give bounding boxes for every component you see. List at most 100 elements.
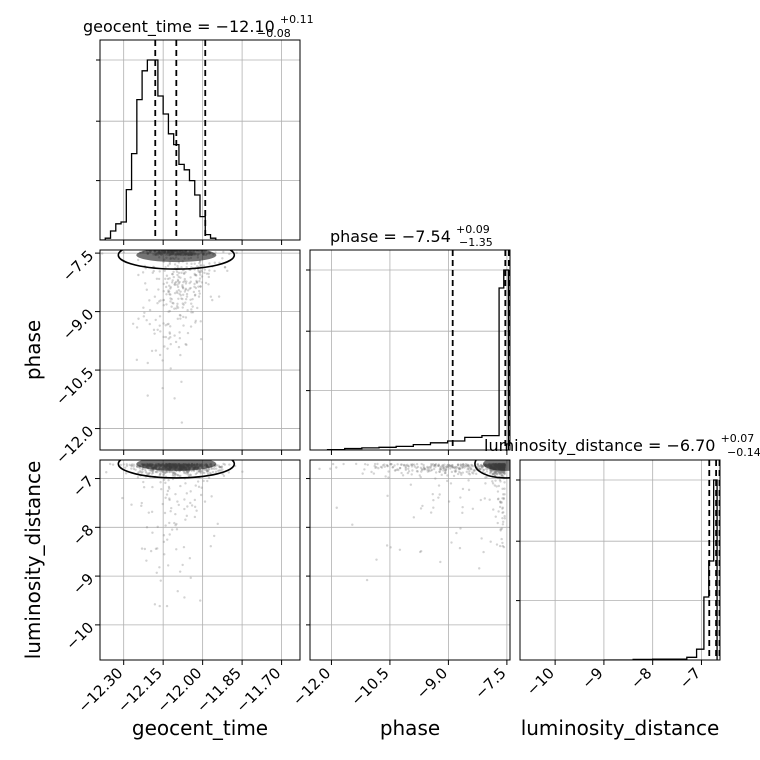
sample-point — [168, 262, 172, 266]
panel-phase-vs-phase — [306, 249, 511, 455]
sample-point — [415, 462, 419, 466]
sample-point — [441, 463, 444, 467]
sample-point — [168, 470, 171, 473]
sample-point — [195, 265, 199, 268]
title-lower-error: −0.08 — [257, 27, 291, 40]
sample-point — [451, 463, 454, 467]
sample-point — [182, 287, 185, 290]
sample-point — [197, 470, 201, 473]
sample-point — [407, 470, 411, 473]
sample-point — [198, 277, 202, 280]
sample-point — [176, 280, 180, 283]
sample-point — [171, 247, 173, 249]
sample-point — [189, 576, 192, 580]
sample-point — [198, 270, 201, 274]
sample-point — [181, 284, 184, 287]
y-tick-label: −7 — [69, 472, 97, 500]
sample-point — [496, 521, 499, 525]
sample-point — [468, 469, 471, 473]
sample-point — [409, 483, 413, 486]
sample-point — [495, 473, 499, 476]
sample-point — [165, 471, 168, 474]
sample-point — [411, 463, 414, 466]
sample-point — [212, 534, 216, 538]
sample-point — [182, 272, 186, 275]
sample-point — [135, 358, 139, 362]
sample-point — [184, 342, 187, 346]
sample-point — [491, 482, 495, 485]
sample-point — [460, 473, 463, 476]
sample-point — [166, 564, 170, 567]
sample-point — [386, 464, 389, 468]
sample-point — [430, 468, 434, 472]
panel-luminosity_distance-vs-luminosity_distance: −10 −9 −8 −7 — [516, 459, 721, 699]
sample-point — [432, 465, 436, 468]
sample-point — [192, 290, 196, 294]
sample-point — [437, 464, 441, 467]
sample-point — [184, 287, 188, 291]
sample-point — [193, 247, 195, 249]
sample-point — [176, 473, 179, 477]
y-tick-label: −10.5 — [52, 364, 97, 409]
sample-point — [205, 468, 208, 472]
sample-point — [179, 294, 183, 297]
sample-point — [422, 465, 425, 469]
sample-point — [140, 501, 143, 505]
sample-point — [121, 496, 124, 500]
sample-point — [485, 475, 488, 478]
sample-point — [455, 531, 458, 535]
sample-point — [399, 463, 403, 466]
sample-point — [419, 550, 422, 554]
sample-point — [461, 465, 464, 468]
sample-point — [138, 466, 142, 470]
sample-point — [175, 528, 179, 531]
sample-point — [450, 470, 454, 474]
sample-point — [421, 468, 424, 472]
sample-point — [462, 463, 465, 467]
sample-point — [398, 466, 402, 470]
x-tick-label: −10.5 — [348, 664, 393, 709]
sample-point — [168, 487, 171, 490]
panel-frame — [519, 459, 721, 661]
sample-point — [166, 264, 170, 267]
sample-point — [437, 484, 441, 487]
sample-point — [492, 472, 495, 476]
sample-point — [170, 281, 174, 284]
sample-point — [400, 463, 403, 466]
sample-point — [235, 251, 238, 255]
sample-point — [180, 245, 182, 247]
sample-point — [190, 246, 192, 248]
sample-point — [160, 245, 162, 247]
sample-point — [169, 300, 172, 303]
sample-point — [153, 295, 157, 298]
sample-point — [471, 471, 474, 474]
sample-point — [182, 324, 185, 327]
sample-point — [174, 473, 177, 476]
sample-point — [168, 533, 171, 536]
sample-point — [454, 470, 457, 474]
sample-point — [502, 493, 505, 496]
sample-point — [466, 467, 469, 471]
sample-point — [453, 466, 456, 469]
sample-point — [500, 501, 503, 504]
sample-point — [197, 289, 201, 293]
sample-point — [141, 247, 143, 249]
sample-point — [501, 541, 504, 545]
sample-point — [445, 467, 448, 470]
sample-point — [449, 464, 452, 468]
sample-point — [186, 471, 190, 474]
sample-point — [169, 241, 171, 243]
sample-point — [497, 470, 500, 473]
sample-point — [498, 471, 502, 475]
sample-point — [145, 471, 148, 475]
sample-point — [188, 247, 190, 249]
sample-point — [136, 476, 140, 479]
sample-point — [169, 244, 171, 246]
sample-point — [101, 252, 104, 255]
sample-point — [422, 463, 425, 467]
sample-point — [186, 247, 188, 249]
sample-point — [391, 466, 394, 469]
sample-point — [198, 292, 201, 295]
sample-point — [166, 347, 169, 350]
sample-point — [188, 287, 191, 290]
